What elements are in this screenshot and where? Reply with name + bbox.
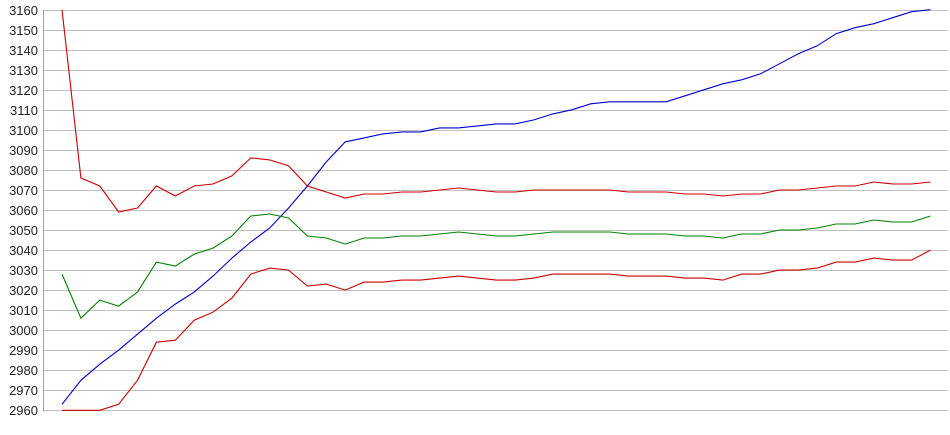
y-tick-label: 2990 [9, 343, 38, 358]
y-tick-label: 2960 [9, 403, 38, 418]
y-tick-label: 3160 [9, 3, 38, 18]
series-lines [61, 9, 931, 411]
y-tick-label: 3120 [9, 83, 38, 98]
series-line-4 [62, 249, 931, 411]
y-tick-label: 3100 [9, 123, 38, 138]
y-tick-label: 3070 [9, 183, 38, 198]
series-line-3 [61, 213, 931, 320]
y-tick-label: 3080 [9, 163, 38, 178]
y-tick-label: 3020 [9, 283, 38, 298]
y-tick-label: 3060 [9, 203, 38, 218]
y-tick-label: 3050 [9, 223, 38, 238]
y-tick-label: 3130 [9, 63, 38, 78]
y-tick-label: 3030 [9, 263, 38, 278]
y-tick-label: 3140 [9, 43, 38, 58]
gridlines [43, 10, 948, 411]
y-tick-label: 2980 [9, 363, 38, 378]
y-tick-label: 3090 [9, 143, 38, 158]
y-axis-tick-labels: 3160 3150 3140 3130 3120 3110 3100 3090 3080 3070… [9, 3, 38, 418]
y-tick-label: 2970 [9, 383, 38, 398]
y-tick-label: 3110 [10, 103, 38, 118]
y-tick-label: 3000 [9, 323, 38, 338]
y-tick-label: 3040 [9, 243, 38, 258]
y-tick-label: 3150 [9, 23, 38, 38]
y-tick-label: 3010 [9, 303, 38, 318]
series-line-1 [61, 9, 931, 405]
series-line-2 [61, 9, 931, 213]
